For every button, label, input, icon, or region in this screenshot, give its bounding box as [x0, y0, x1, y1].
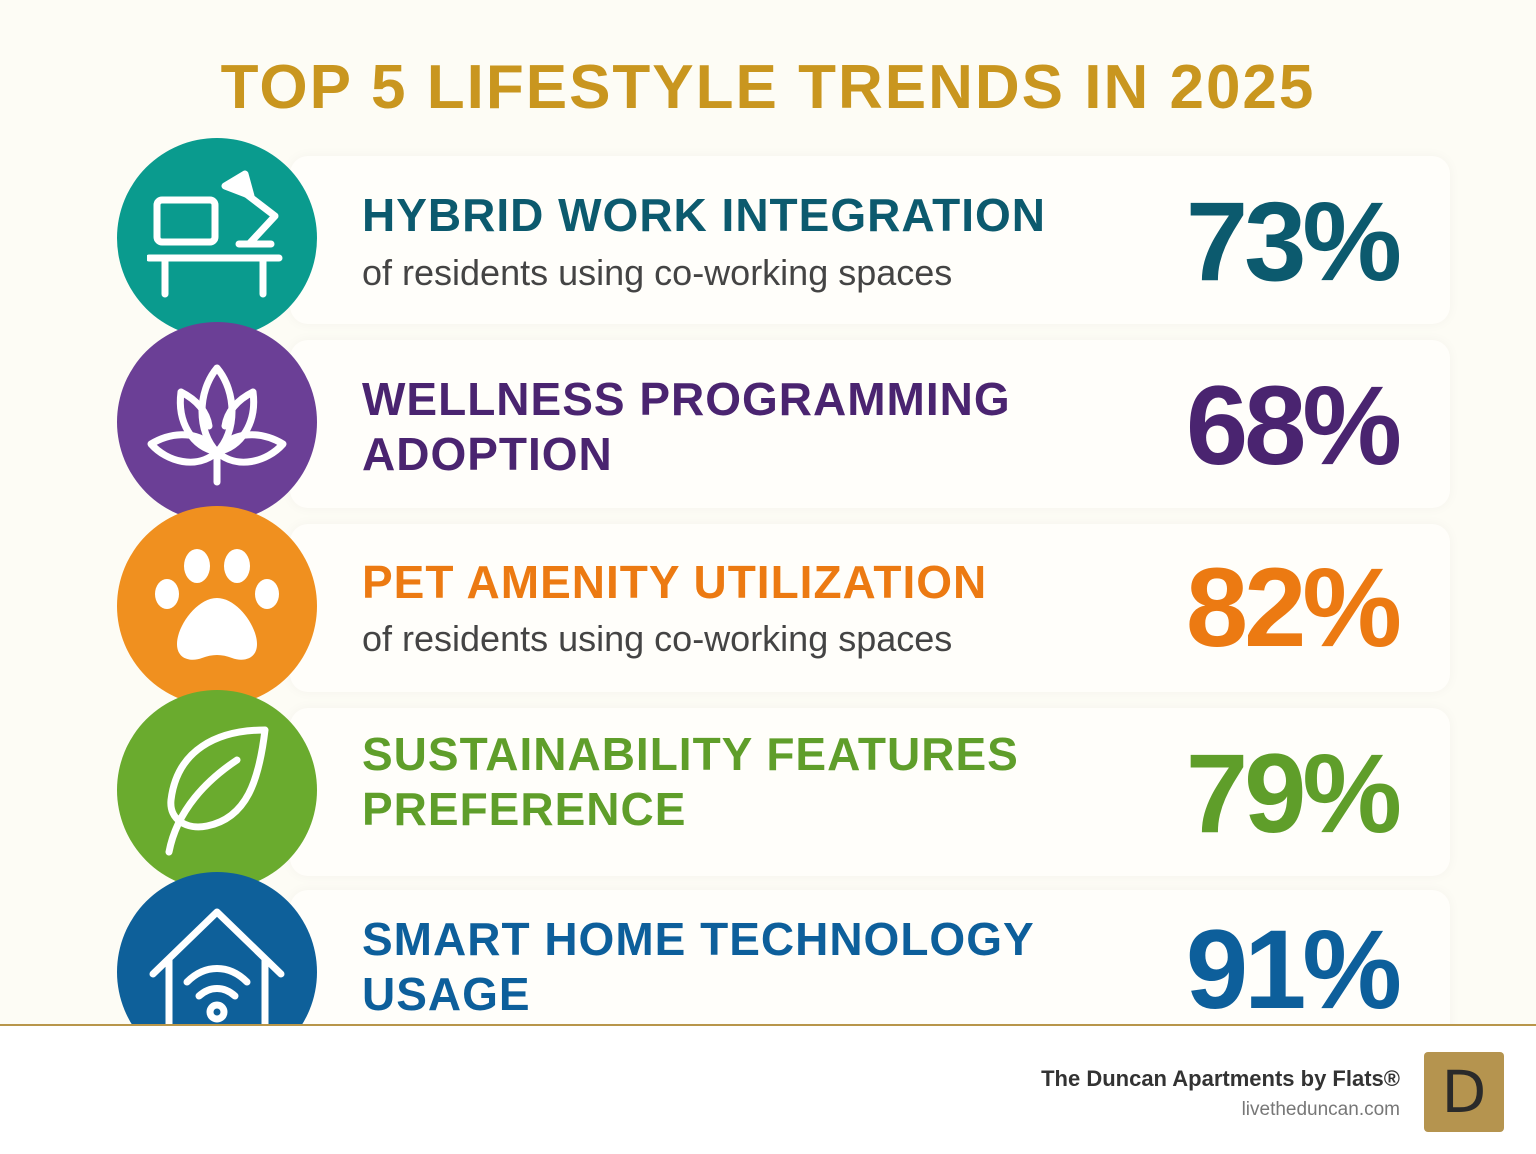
trend-subtitle: of residents using co-working spaces	[362, 618, 953, 659]
trend-heading-line2: ADOPTION	[362, 428, 613, 480]
page-title: TOP 5 LIFESTYLE TRENDS IN 2025	[220, 53, 1316, 122]
trend-percentage: 73%	[1185, 179, 1402, 304]
trend-percentage: 91%	[1185, 907, 1402, 1032]
trend-card-sustainability	[290, 708, 1450, 876]
trend-heading: PET AMENITY UTILIZATION	[362, 556, 988, 608]
trend-heading-line2: PREFERENCE	[362, 783, 687, 835]
website-link[interactable]: livetheduncan.com	[1241, 1099, 1400, 1120]
trend-percentage: 79%	[1185, 731, 1402, 856]
trend-heading-line2: USAGE	[362, 968, 531, 1020]
desk-lamp-computer-icon	[117, 138, 317, 338]
trend-card-hybrid-work	[290, 156, 1450, 324]
footer-divider	[0, 1024, 1536, 1026]
leaf-icon	[117, 690, 317, 890]
footer	[0, 1026, 1536, 1154]
trend-heading: SUSTAINABILITY FEATURES	[362, 728, 1019, 780]
trend-heading: WELLNESS PROGRAMMING	[362, 373, 1011, 425]
brand-name: The Duncan Apartments by Flats®	[1041, 1066, 1400, 1091]
trend-subtitle: of residents using co-working spaces	[362, 252, 953, 293]
brand-logo: D	[1424, 1052, 1504, 1132]
paw-icon	[117, 506, 317, 706]
trend-percentage: 82%	[1185, 545, 1402, 670]
trend-heading: SMART HOME TECHNOLOGY	[362, 913, 1035, 965]
lotus-icon	[117, 322, 317, 522]
trend-card-wellness	[290, 340, 1450, 508]
trend-percentage: 68%	[1185, 363, 1402, 488]
trend-card-pet	[290, 524, 1450, 692]
trend-heading: HYBRID WORK INTEGRATION	[362, 189, 1047, 241]
